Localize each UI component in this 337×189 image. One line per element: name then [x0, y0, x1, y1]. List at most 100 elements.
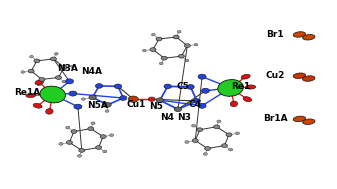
Ellipse shape	[90, 95, 94, 98]
Ellipse shape	[194, 99, 198, 102]
Ellipse shape	[160, 63, 162, 64]
Ellipse shape	[197, 128, 203, 132]
Ellipse shape	[185, 44, 188, 46]
Ellipse shape	[192, 124, 196, 127]
Ellipse shape	[66, 126, 70, 129]
Ellipse shape	[202, 89, 207, 91]
Text: N3: N3	[177, 112, 191, 122]
Ellipse shape	[161, 56, 167, 60]
Ellipse shape	[303, 76, 315, 81]
Ellipse shape	[88, 127, 92, 129]
Ellipse shape	[236, 132, 238, 134]
Ellipse shape	[218, 80, 243, 96]
Ellipse shape	[303, 35, 315, 40]
Ellipse shape	[236, 132, 239, 135]
Ellipse shape	[151, 48, 154, 50]
Ellipse shape	[148, 97, 155, 101]
Ellipse shape	[55, 53, 57, 54]
Text: N3A: N3A	[57, 64, 78, 73]
Ellipse shape	[198, 103, 206, 108]
Ellipse shape	[178, 31, 180, 32]
Ellipse shape	[82, 98, 85, 100]
Ellipse shape	[304, 35, 311, 38]
Ellipse shape	[34, 59, 38, 61]
Ellipse shape	[75, 105, 79, 108]
Ellipse shape	[40, 86, 65, 103]
Ellipse shape	[120, 96, 127, 100]
Ellipse shape	[30, 56, 32, 57]
Ellipse shape	[244, 97, 248, 100]
Ellipse shape	[114, 84, 122, 89]
Text: N5A: N5A	[87, 101, 108, 110]
Text: N5: N5	[149, 102, 163, 111]
Ellipse shape	[55, 53, 58, 55]
Ellipse shape	[51, 57, 54, 60]
Ellipse shape	[194, 43, 198, 46]
Ellipse shape	[110, 134, 114, 136]
Ellipse shape	[222, 144, 225, 146]
Ellipse shape	[157, 37, 160, 40]
Ellipse shape	[192, 125, 194, 126]
Ellipse shape	[226, 133, 232, 137]
Ellipse shape	[80, 149, 83, 151]
Ellipse shape	[293, 116, 306, 122]
Ellipse shape	[79, 149, 85, 152]
Ellipse shape	[59, 143, 62, 144]
Ellipse shape	[199, 75, 203, 77]
Ellipse shape	[185, 141, 187, 143]
Ellipse shape	[39, 77, 45, 81]
Ellipse shape	[174, 107, 182, 112]
Ellipse shape	[71, 65, 73, 67]
Ellipse shape	[229, 149, 231, 150]
Ellipse shape	[91, 122, 95, 125]
Ellipse shape	[56, 76, 61, 79]
Ellipse shape	[156, 98, 163, 103]
Ellipse shape	[27, 94, 32, 96]
Ellipse shape	[221, 144, 227, 147]
Ellipse shape	[293, 32, 306, 37]
Ellipse shape	[96, 146, 99, 148]
Ellipse shape	[188, 85, 192, 88]
Ellipse shape	[129, 97, 135, 100]
Ellipse shape	[100, 135, 106, 139]
Ellipse shape	[88, 127, 94, 131]
Ellipse shape	[96, 84, 100, 87]
Ellipse shape	[115, 84, 119, 87]
Ellipse shape	[74, 104, 82, 109]
Ellipse shape	[104, 102, 111, 107]
Ellipse shape	[198, 74, 206, 79]
Ellipse shape	[204, 153, 206, 154]
Ellipse shape	[175, 107, 179, 110]
Text: Re1A: Re1A	[14, 88, 41, 97]
Text: Cu2: Cu2	[266, 71, 285, 80]
Ellipse shape	[214, 125, 220, 129]
Ellipse shape	[194, 44, 196, 45]
Ellipse shape	[26, 93, 36, 98]
Ellipse shape	[156, 37, 162, 41]
Ellipse shape	[247, 85, 252, 88]
Ellipse shape	[95, 84, 103, 88]
Ellipse shape	[149, 98, 153, 100]
Text: C4: C4	[188, 100, 201, 109]
Ellipse shape	[152, 34, 154, 35]
Ellipse shape	[105, 110, 109, 112]
Ellipse shape	[203, 153, 207, 155]
Text: N4A: N4A	[82, 67, 102, 76]
Ellipse shape	[21, 71, 25, 73]
Ellipse shape	[89, 95, 96, 100]
Ellipse shape	[70, 91, 74, 94]
Ellipse shape	[303, 119, 315, 124]
Ellipse shape	[220, 81, 235, 91]
Text: Re1: Re1	[231, 82, 250, 91]
Text: Cu1: Cu1	[127, 100, 146, 109]
Ellipse shape	[295, 32, 301, 35]
Ellipse shape	[71, 130, 75, 132]
Ellipse shape	[37, 83, 41, 86]
Ellipse shape	[34, 59, 40, 63]
Ellipse shape	[184, 44, 190, 47]
Ellipse shape	[192, 139, 198, 143]
Ellipse shape	[164, 84, 172, 89]
Ellipse shape	[62, 81, 66, 83]
Ellipse shape	[22, 71, 24, 72]
Text: Br1A: Br1A	[263, 114, 288, 123]
